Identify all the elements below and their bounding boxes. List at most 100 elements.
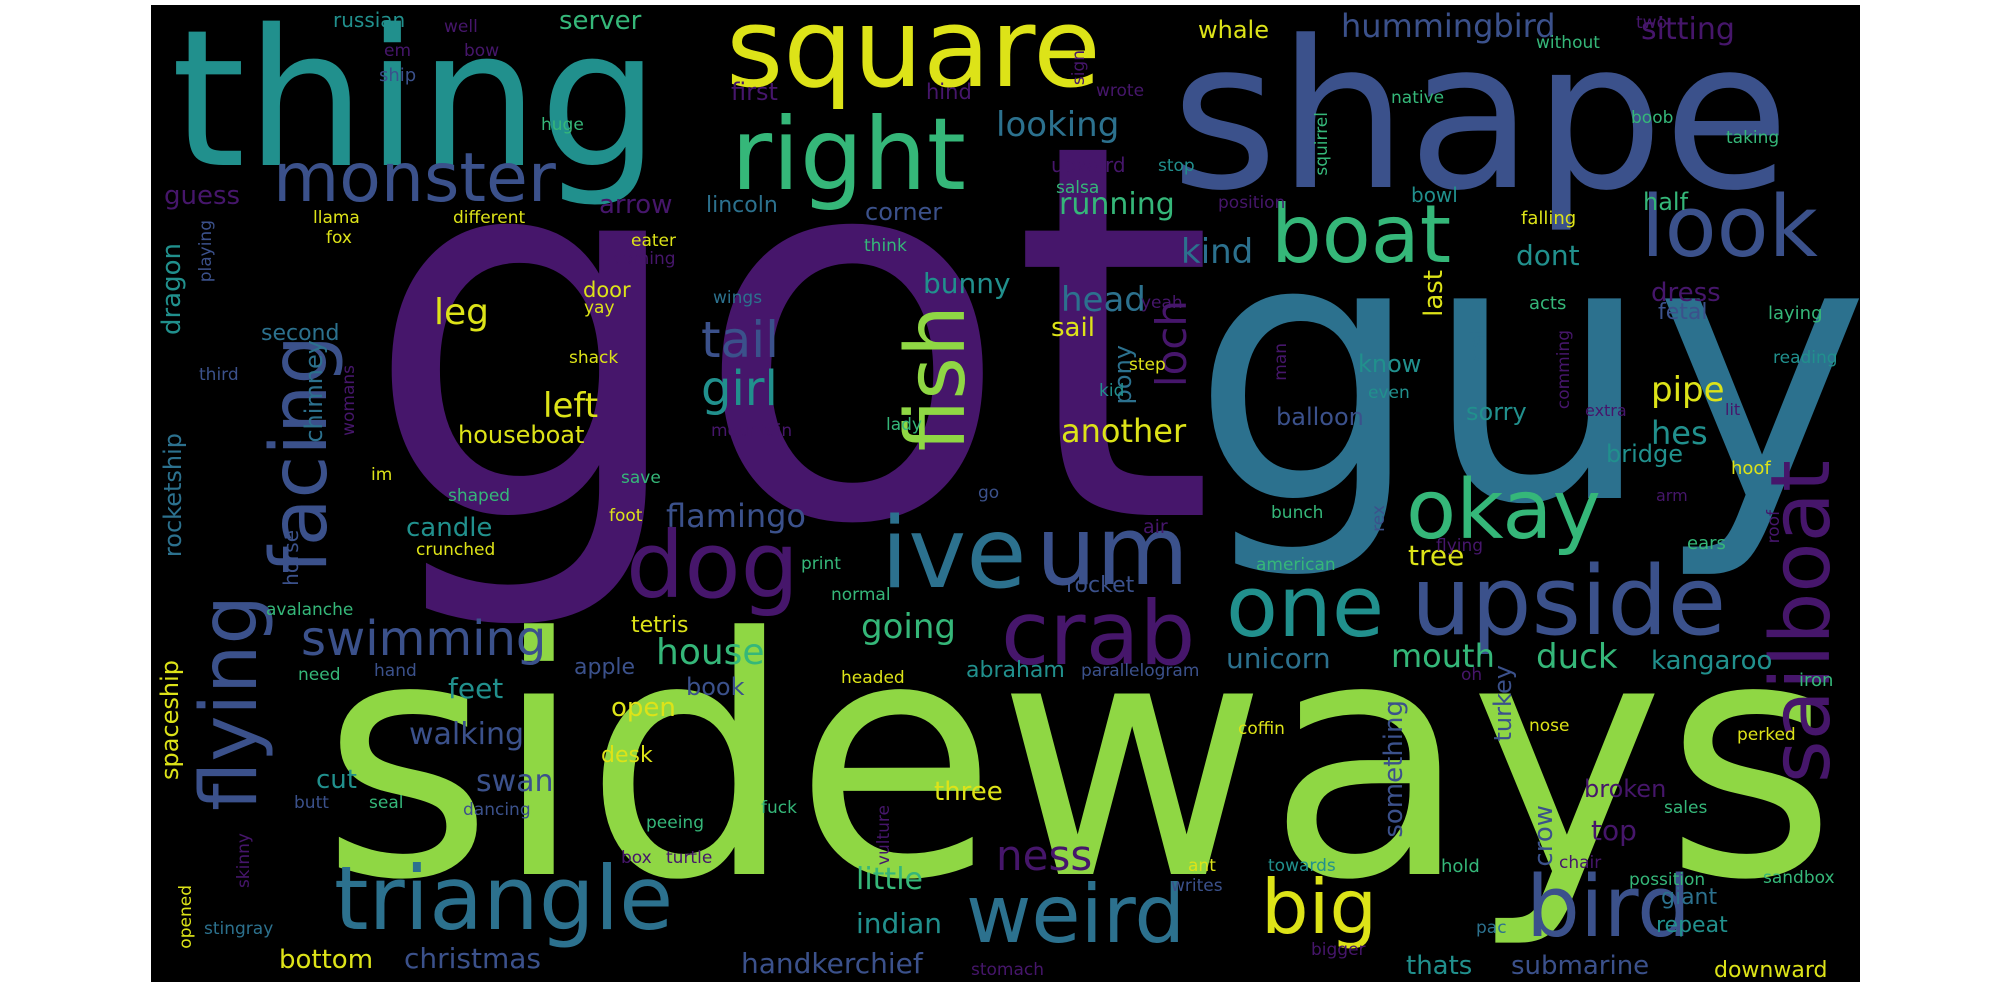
word-server: server bbox=[559, 6, 642, 36]
word-parallelogram: parallelogram bbox=[1081, 661, 1200, 681]
word-oh: oh bbox=[1461, 665, 1483, 685]
word-arrow: arrow bbox=[599, 190, 673, 220]
word-think: think bbox=[864, 236, 907, 256]
word-turtle: turtle bbox=[666, 848, 713, 868]
word-apple: apple bbox=[574, 655, 636, 680]
word-tail: tail bbox=[701, 311, 780, 369]
word-swimming: swimming bbox=[301, 611, 547, 667]
word-stop: stop bbox=[1158, 156, 1195, 176]
word-fuck: fuck bbox=[761, 798, 797, 818]
word-foot: foot bbox=[609, 506, 643, 526]
word-lit: lit bbox=[1725, 400, 1741, 419]
word-sorry: sorry bbox=[1466, 398, 1527, 426]
word-sitting: sitting bbox=[1641, 12, 1735, 47]
word-squirrel: squirrel bbox=[1312, 112, 1332, 176]
word-unicorn: unicorn bbox=[1226, 642, 1331, 675]
word-save: save bbox=[621, 468, 661, 488]
word-womans: womans bbox=[339, 365, 359, 436]
word-pac: pac bbox=[1476, 918, 1507, 938]
word-bridge: bridge bbox=[1606, 440, 1684, 468]
word-perked: perked bbox=[1737, 725, 1796, 745]
word-comming: comming bbox=[1554, 330, 1574, 410]
word-lincoln: lincoln bbox=[706, 193, 778, 218]
word-sandbox: sandbox bbox=[1763, 868, 1835, 888]
word-flamingo: flamingo bbox=[666, 497, 806, 535]
word-bowl: bowl bbox=[1411, 183, 1458, 207]
word-rocket: rocket bbox=[1066, 573, 1135, 598]
word-bigger: bigger bbox=[1311, 940, 1366, 960]
word-well: well bbox=[444, 17, 478, 37]
word-headed: headed bbox=[841, 668, 905, 688]
word-sales: sales bbox=[1664, 798, 1708, 818]
word-um: um bbox=[1036, 497, 1189, 607]
word-ears: ears bbox=[1687, 533, 1726, 554]
word-houseboat: houseboat bbox=[458, 421, 585, 449]
word-seal: seal bbox=[369, 793, 404, 813]
word-thats: thats bbox=[1406, 951, 1473, 981]
word-huge: huge bbox=[541, 115, 584, 135]
word-sign: sign bbox=[1069, 50, 1089, 86]
word-submarine: submarine bbox=[1511, 951, 1650, 981]
word-avalanche: avalanche bbox=[266, 600, 354, 620]
word-rex: rex bbox=[1369, 505, 1389, 532]
word-native: native bbox=[1391, 88, 1445, 108]
word-position: position bbox=[1218, 193, 1286, 213]
word-fox: fox bbox=[326, 228, 352, 248]
word-dress: dress bbox=[1651, 278, 1721, 308]
word-guy: guy bbox=[1191, 160, 1860, 585]
word-print: print bbox=[801, 554, 841, 574]
word-chimney: chimney bbox=[300, 340, 328, 443]
word-upside: upside bbox=[1411, 547, 1727, 657]
word-man: man bbox=[1271, 343, 1291, 381]
word-girl: girl bbox=[701, 361, 778, 417]
word-book: book bbox=[686, 673, 745, 701]
word-first: first bbox=[731, 78, 778, 106]
word-possition: possition bbox=[1629, 870, 1706, 890]
word-writes: writes bbox=[1171, 876, 1223, 896]
word-balloon: balloon bbox=[1276, 403, 1364, 431]
word-bottom: bottom bbox=[279, 945, 374, 975]
word-another: another bbox=[1061, 412, 1187, 450]
word-hold: hold bbox=[1441, 856, 1480, 877]
word-hummingbird: hummingbird bbox=[1341, 7, 1556, 45]
word-sideways: sideways bbox=[321, 568, 1837, 952]
word-dog: dog bbox=[626, 512, 800, 619]
word-mouth: mouth bbox=[1391, 637, 1495, 675]
word-dragon: dragon bbox=[157, 243, 187, 336]
word-hand: hand bbox=[374, 661, 417, 681]
word-giant: giant bbox=[1661, 885, 1718, 910]
word-something: something bbox=[1379, 700, 1409, 838]
word-mountain: mountain bbox=[711, 421, 793, 441]
word-leg: leg bbox=[434, 292, 490, 333]
word-ship: ship bbox=[379, 65, 417, 86]
word-thing: thing bbox=[171, 5, 660, 210]
word-top: top bbox=[1591, 814, 1637, 847]
word-bird: bird bbox=[1526, 858, 1691, 957]
word-door: door bbox=[583, 278, 631, 302]
word-monster: monster bbox=[273, 139, 556, 218]
word-ant: ant bbox=[1188, 856, 1216, 876]
word-kind: kind bbox=[1181, 232, 1254, 272]
word-look: look bbox=[1641, 178, 1818, 277]
word-house: house bbox=[656, 632, 765, 673]
word-little: little bbox=[856, 862, 923, 897]
word-nose: nose bbox=[1529, 716, 1570, 736]
word-crunched: crunched bbox=[416, 540, 496, 560]
word-im: im bbox=[371, 465, 393, 485]
word-tree: tree bbox=[1408, 539, 1465, 572]
word-feet: feet bbox=[448, 672, 504, 705]
word-ness: ness bbox=[996, 831, 1093, 880]
word-duck: duck bbox=[1536, 637, 1618, 677]
word-left: left bbox=[543, 386, 599, 426]
word-eater: eater bbox=[631, 231, 676, 251]
word-step: step bbox=[1129, 355, 1166, 375]
word-big: big bbox=[1261, 863, 1378, 951]
word-repeat: repeat bbox=[1656, 913, 1728, 938]
word-laying: laying bbox=[1768, 303, 1823, 324]
word-llama: llama bbox=[313, 208, 360, 228]
word-last: last bbox=[1419, 270, 1449, 317]
word-yay: yay bbox=[584, 298, 615, 318]
word-boat: boat bbox=[1271, 188, 1452, 281]
word-second: second bbox=[261, 321, 340, 346]
word-need: need bbox=[298, 665, 341, 685]
